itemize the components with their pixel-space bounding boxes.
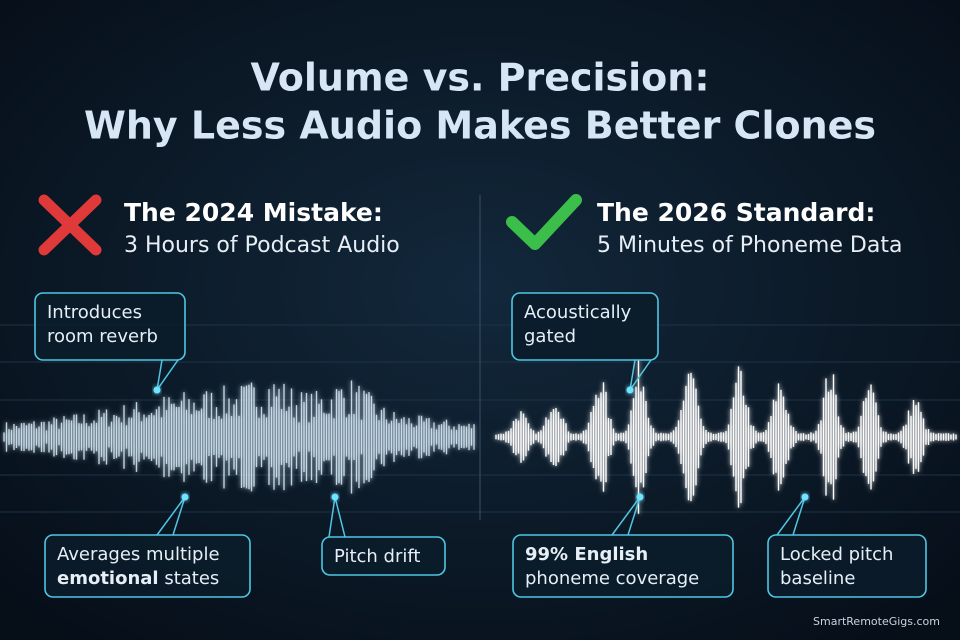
callout-text: Averages multiple emotional states — [57, 544, 220, 589]
callout-run: Averages multiple — [57, 544, 220, 565]
callout-run: phoneme coverage — [525, 568, 699, 589]
callout-text: Introduces room reverb — [47, 302, 158, 347]
callout-run: baseline — [780, 568, 855, 589]
panel-subheading: 3 Hours of Podcast Audio — [124, 233, 400, 258]
panel-heading: The 2024 Mistake: — [124, 198, 383, 227]
callout-box — [511, 292, 659, 361]
callout-box — [512, 534, 734, 598]
callout-dot — [331, 493, 339, 501]
callout-text: 99% English phoneme coverage — [525, 544, 699, 589]
callout-dot — [153, 386, 161, 394]
callout-box — [767, 534, 927, 598]
cross-icon — [38, 194, 102, 256]
watermark: SmartRemoteGigs.com — [813, 615, 940, 628]
callout-run: emotional — [57, 568, 159, 589]
panel-heading: The 2026 Standard: — [597, 198, 875, 227]
callout-dot — [801, 493, 809, 501]
panel-subheading: 5 Minutes of Phoneme Data — [597, 233, 902, 258]
callout-run: Pitch drift — [334, 546, 420, 567]
callout-dot — [626, 386, 634, 394]
callout-run: Acoustically — [524, 302, 632, 323]
callout-box — [34, 292, 186, 361]
callout-run: 99% English — [525, 544, 648, 565]
callout-run: states — [159, 568, 220, 589]
callout-text: Locked pitch baseline — [780, 544, 893, 589]
callouts: Introduces room reverb Averages multiple em… — [34, 292, 927, 598]
waveforms — [3, 360, 957, 514]
callout-run: Locked pitch — [780, 544, 893, 565]
callout-dot — [636, 493, 644, 501]
callout-box — [321, 536, 446, 576]
callout-text: Pitch drift — [334, 546, 420, 567]
callout-box — [44, 534, 251, 598]
callout-dot — [181, 493, 189, 501]
title-line: Volume vs. Precision: — [250, 56, 709, 100]
check-icon — [506, 194, 582, 250]
callout-text: Acoustically gated — [524, 302, 632, 347]
callout-run: gated — [524, 326, 576, 347]
callout-run: Introduces — [47, 302, 142, 323]
callout-run: room reverb — [47, 326, 158, 347]
title-line: Why Less Audio Makes Better Clones — [84, 104, 876, 148]
